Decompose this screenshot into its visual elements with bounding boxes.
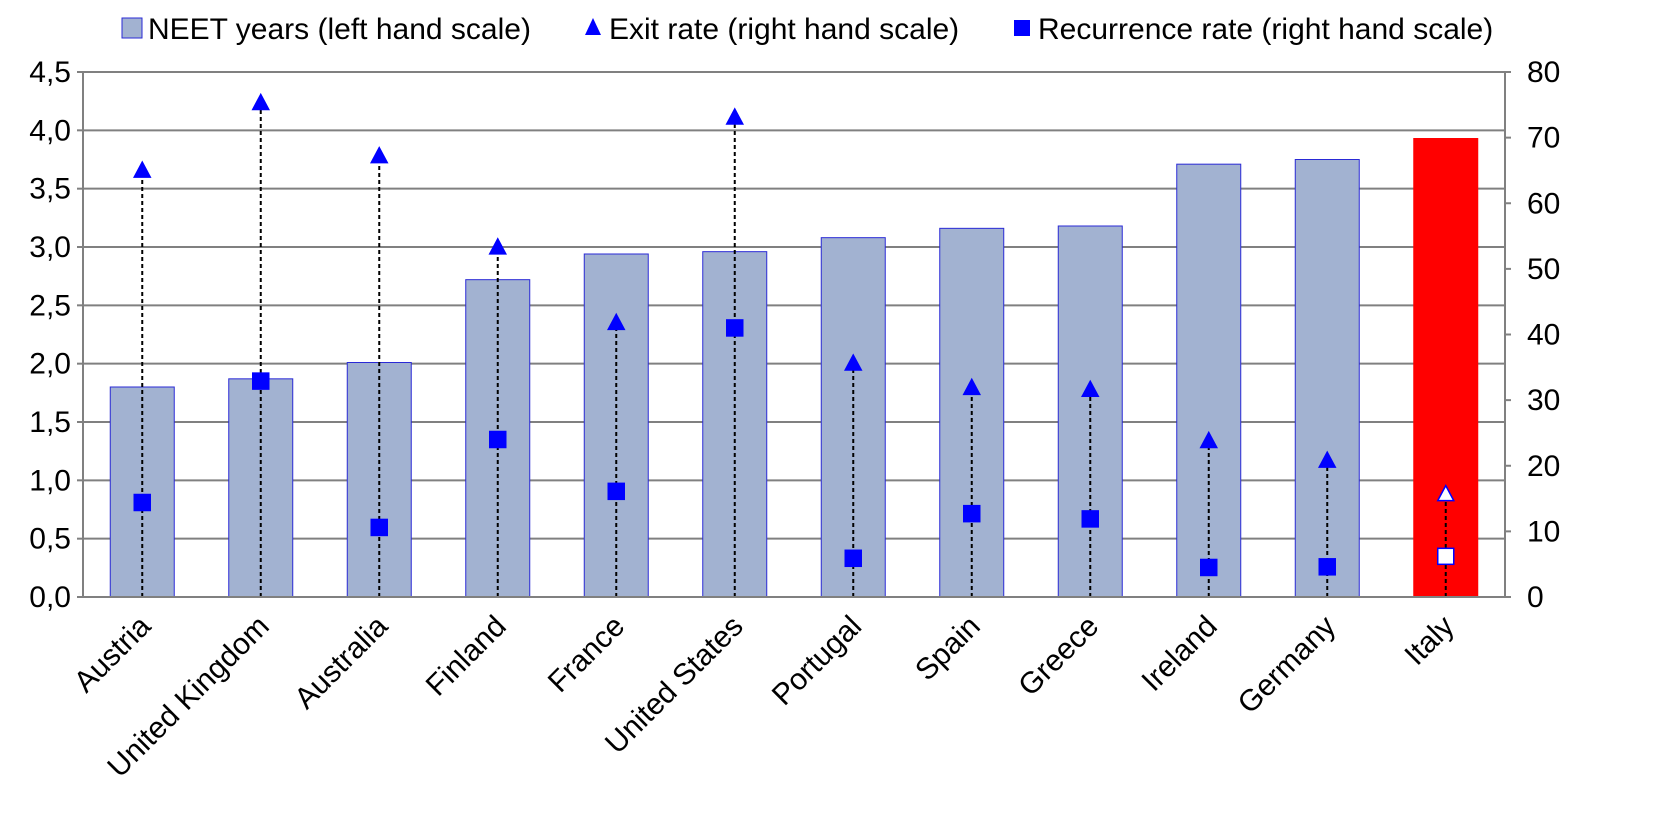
recurrence-rate-marker xyxy=(252,372,270,390)
right-tick-label: 50 xyxy=(1527,253,1560,286)
right-tick-label: 60 xyxy=(1527,187,1560,220)
exit-rate-marker xyxy=(844,353,863,371)
category-label: France xyxy=(542,610,631,699)
left-tick-label: 4,5 xyxy=(29,56,71,89)
exit-rate-marker xyxy=(1081,379,1100,398)
recurrence-rate-marker xyxy=(370,518,388,537)
left-tick-label: 4,0 xyxy=(29,114,71,147)
exit-rate-marker xyxy=(133,160,152,178)
bar xyxy=(820,237,886,598)
bar-series xyxy=(109,138,1479,598)
left-tick-label: 2,5 xyxy=(29,289,71,322)
left-tick-label: 0,5 xyxy=(29,523,71,556)
category-label: Finland xyxy=(420,610,513,703)
legend-swatch-neet xyxy=(121,17,143,39)
right-axis-ticks: 0 10 20 30 40 50 60 70 80 xyxy=(1505,56,1560,614)
category-label: Ireland xyxy=(1135,610,1223,698)
recurrence-rate-marker xyxy=(1318,558,1336,576)
recurrence-rate-marker xyxy=(1200,558,1218,577)
right-tick-label: 70 xyxy=(1527,122,1560,155)
exit-rate-marker xyxy=(1318,450,1337,468)
exit-rate-marker xyxy=(370,146,389,164)
exit-rate-marker xyxy=(607,312,626,331)
axes xyxy=(82,71,1506,598)
exit-rate-marker xyxy=(1436,484,1455,502)
exit-rate-marker xyxy=(251,92,270,111)
connector-lines xyxy=(141,109,1447,597)
recurrence-rate-marker xyxy=(489,430,507,449)
left-tick-label: 3,0 xyxy=(29,231,71,264)
recurrence-rate-marker xyxy=(1437,547,1455,566)
left-axis-ticks: 0,0 0,5 1,0 1,5 2,0 2,5 3,0 3,5 4,0 4,5 xyxy=(29,56,83,614)
left-tick-label: 1,5 xyxy=(29,406,71,439)
recurrence-rate-marker xyxy=(844,549,862,568)
legend-label: Recurrence rate (right hand scale) xyxy=(1038,13,1493,46)
bar xyxy=(1413,138,1479,598)
legend-swatch-recurrence xyxy=(1014,20,1030,36)
exit-rate-marker xyxy=(488,237,507,255)
left-tick-label: 0,0 xyxy=(29,581,71,614)
left-tick-label: 1,0 xyxy=(29,464,71,497)
right-tick-label: 0 xyxy=(1527,581,1544,614)
recurrence-rate-marker xyxy=(607,482,625,501)
recurrence-rate-marker xyxy=(1081,510,1099,528)
category-label: Italy xyxy=(1398,610,1460,672)
gridlines xyxy=(83,71,1505,540)
exit-rate-marker xyxy=(1199,430,1218,449)
recurrence-rate-marker xyxy=(133,493,151,512)
right-tick-label: 30 xyxy=(1527,384,1560,417)
exit-rate-marker xyxy=(962,377,981,396)
recurrence-rate-marker xyxy=(726,319,744,337)
right-tick-label: 80 xyxy=(1527,56,1560,89)
legend-label: Exit rate (right hand scale) xyxy=(609,13,959,46)
left-tick-label: 2,0 xyxy=(29,348,71,381)
right-tick-label: 20 xyxy=(1527,450,1560,483)
legend-swatch-exit xyxy=(585,18,601,35)
exit-rate-marker xyxy=(725,107,744,125)
category-label: Portugal xyxy=(766,610,868,712)
marker-series xyxy=(133,92,1455,577)
category-label: Germany xyxy=(1232,610,1343,721)
legend-label: NEET years (left hand scale) xyxy=(148,13,531,46)
legend: NEET years (left hand scale) Exit rate (r… xyxy=(121,13,1493,46)
category-label: Australia xyxy=(288,609,394,715)
left-tick-label: 3,5 xyxy=(29,173,71,206)
recurrence-rate-marker xyxy=(963,504,981,523)
right-tick-label: 40 xyxy=(1527,319,1560,352)
category-label: Spain xyxy=(909,610,987,688)
right-tick-label: 10 xyxy=(1527,515,1560,548)
category-label: Austria xyxy=(68,609,158,699)
category-label: Greece xyxy=(1012,610,1105,703)
